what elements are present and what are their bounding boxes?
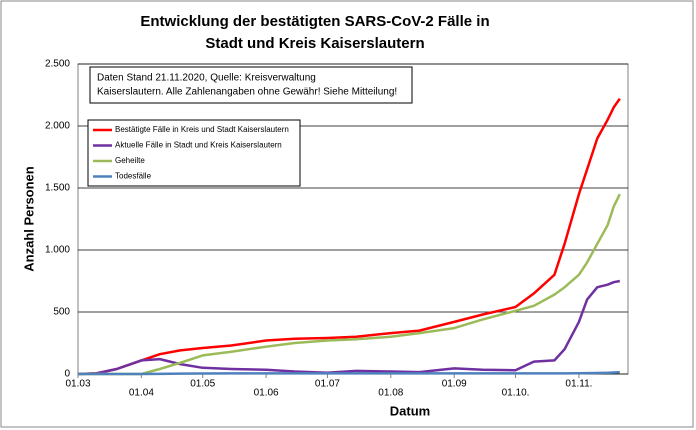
- series-line: [77, 279, 621, 376]
- chart-title: Stadt und Kreis Kaiserslautern: [205, 35, 424, 52]
- y-tick-label: 1.500: [45, 183, 70, 194]
- y-axis-title: Anzahl Personen: [21, 166, 36, 272]
- legend-label: Bestätigte Fälle in Kreis und Stadt Kais…: [115, 125, 289, 134]
- annotation: Daten Stand 21.11.2020, Quelle: Kreisver…: [97, 73, 316, 84]
- x-tick-label: 01.08: [378, 388, 403, 399]
- x-tick-label: 01.06: [254, 388, 279, 399]
- annotation: Kaiserslautern. Alle Zahlenangaben ohne …: [97, 87, 397, 98]
- y-tick-label: 2.000: [45, 121, 70, 132]
- x-tick-label: 01.11.: [565, 379, 592, 390]
- y-tick-label: 2.500: [45, 59, 70, 70]
- chart-title: Entwicklung der bestätigten SARS-CoV-2 F…: [140, 13, 489, 30]
- legend-box: [87, 119, 301, 187]
- legend-label: Todesfälle: [115, 172, 152, 181]
- x-tick-label: 01.09: [442, 379, 467, 390]
- x-tick-label: 01.10.: [502, 388, 530, 399]
- plot-area: [77, 63, 629, 375]
- annotation-box: [89, 66, 413, 104]
- legend-label: Aktuelle Fälle in Stadt und Kreis Kaiser…: [115, 141, 282, 150]
- x-tick-label: 01.07: [315, 379, 340, 390]
- x-tick-label: 01.04: [129, 388, 154, 399]
- y-tick-label: 1.000: [45, 245, 70, 256]
- x-tick-label: 01.03: [65, 379, 90, 390]
- legend-label: Geheilte: [115, 156, 145, 165]
- x-axis-title: Datum: [390, 403, 430, 418]
- series-line: [77, 97, 621, 376]
- x-tick-label: 01.05: [190, 379, 215, 390]
- series-line: [78, 193, 621, 376]
- series-line: [78, 370, 620, 376]
- y-tick-label: 500: [53, 307, 70, 318]
- y-tick-label: 0: [64, 369, 70, 380]
